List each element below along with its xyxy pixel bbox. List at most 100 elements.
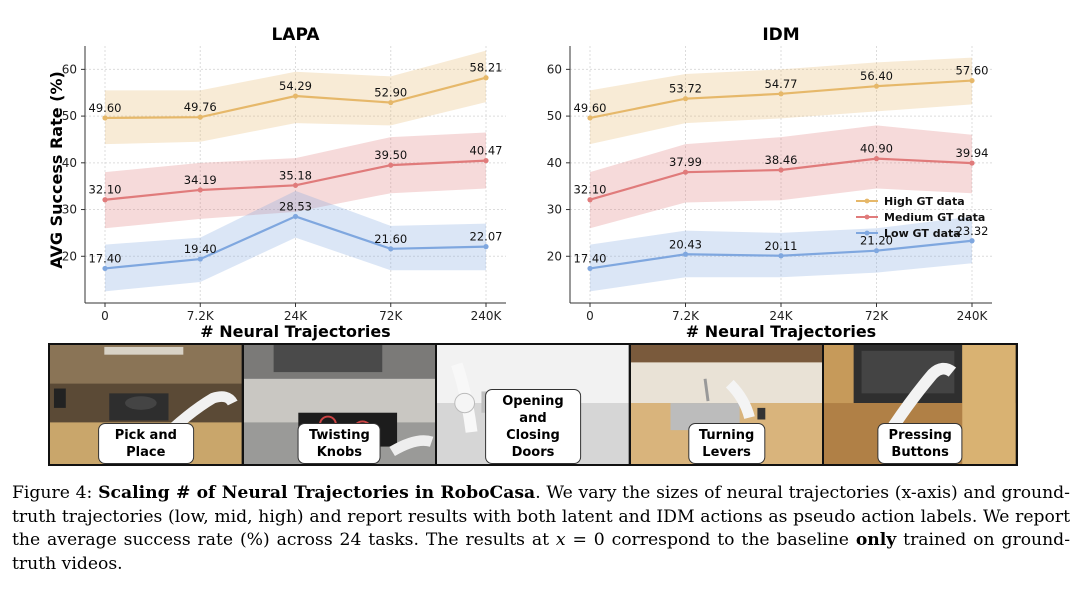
data-point (197, 187, 203, 193)
data-label: 53.72 (669, 82, 702, 96)
data-point (873, 248, 880, 254)
data-point (778, 253, 784, 259)
data-label: 17.40 (89, 251, 122, 265)
kitchen-scene-image (437, 345, 629, 464)
data-label: 34.19 (184, 173, 217, 187)
data-point (873, 83, 880, 89)
data-label: 32.10 (89, 183, 122, 197)
task-label: Turning Levers (687, 423, 766, 464)
caption-title: Scaling # of Neural Trajectories in Robo… (98, 483, 536, 503)
x-tick-label: 24K (769, 309, 793, 323)
confidence-band (590, 125, 972, 229)
data-label: 58.21 (470, 61, 503, 75)
data-point (682, 251, 689, 257)
task-panel-pick-and-place: Pick and Place (50, 345, 244, 464)
x-tick-label: 7.2K (187, 309, 215, 323)
chart-title: IDM (762, 25, 799, 45)
y-tick-label: 20 (547, 249, 562, 263)
x-tick-label: 240K (471, 309, 503, 323)
data-point (587, 115, 593, 121)
task-label: Pressing Buttons (877, 423, 963, 464)
task-panel-twisting-knobs: Twisting Knobs (243, 345, 438, 464)
caption-body-end: trained on ground-truth videos. (12, 530, 1070, 574)
data-label: 49.60 (574, 101, 607, 115)
legend-marker (864, 230, 870, 236)
data-label: 49.60 (89, 101, 122, 115)
confidence-band (105, 132, 486, 229)
y-tick-label: 60 (547, 62, 562, 76)
caption-math-rest: = 0 correspond to the baseline (565, 530, 856, 550)
data-label: 39.94 (956, 146, 989, 160)
data-label: 54.29 (279, 79, 312, 93)
data-point (388, 162, 394, 168)
task-label: Twisting Knobs (297, 423, 381, 464)
legend-label: Medium GT data (884, 211, 985, 224)
data-point (587, 265, 593, 272)
data-label: 21.20 (860, 234, 893, 248)
data-point (969, 238, 975, 244)
data-label: 20.11 (765, 239, 798, 253)
data-point (102, 115, 108, 121)
data-point (483, 244, 489, 250)
chart-title: LAPA (271, 25, 320, 45)
data-point (873, 156, 880, 162)
x-axis-label: # Neural Trajectories (686, 322, 876, 341)
x-axis-label: # Neural Trajectories (200, 322, 390, 341)
y-tick-label: 40 (62, 156, 77, 170)
caption-prefix: Figure 4: (12, 483, 99, 503)
y-tick-label: 20 (62, 249, 77, 263)
confidence-band (590, 57, 972, 145)
y-tick-label: 60 (62, 62, 77, 76)
y-tick-label: 50 (547, 109, 562, 123)
task-panel-opening-closing-doors: Opening and Closing Doors (437, 345, 631, 464)
data-label: 54.77 (765, 77, 798, 91)
figure-charts: AVG Success Rate (%) LAPA # Neural Trajec… (47, 25, 992, 341)
data-label: 20.43 (669, 237, 702, 251)
data-label: 57.60 (956, 64, 989, 78)
kitchen-scene-image (824, 345, 1016, 464)
data-point (682, 96, 689, 102)
data-point (292, 213, 299, 220)
data-label: 21.60 (374, 232, 407, 246)
data-point (102, 265, 108, 272)
x-tick-label: 0 (586, 309, 594, 323)
legend-marker (864, 214, 870, 220)
legend-label: Low GT data (884, 227, 961, 240)
data-label: 40.90 (860, 142, 893, 156)
x-tick-label: 72K (865, 309, 889, 323)
data-label: 39.50 (374, 148, 407, 162)
y-tick-label: 30 (62, 203, 77, 217)
legend-label: High GT data (884, 195, 965, 208)
data-point (483, 75, 489, 81)
x-tick-label: 240K (957, 309, 989, 323)
y-tick-label: 40 (547, 156, 562, 170)
data-point (778, 91, 784, 97)
data-point (388, 99, 394, 106)
x-tick-label: 0 (101, 309, 109, 323)
chart-idm: IDM # Neural Trajectories 0 7.2K 24K 72K 240K 2… (547, 25, 992, 341)
data-label: 22.07 (470, 230, 503, 244)
data-label: 23.32 (956, 224, 989, 238)
caption-body: . We vary the sizes of neural trajectori… (12, 483, 1070, 550)
task-label: Pick and Place (97, 423, 194, 464)
data-point (483, 158, 489, 164)
data-label: 49.76 (184, 100, 217, 114)
data-label: 56.40 (860, 69, 893, 83)
data-label: 28.53 (279, 199, 312, 213)
data-label: 37.99 (669, 155, 702, 169)
data-point (778, 167, 784, 173)
task-panel-turning-levers: Turning Levers (630, 345, 825, 464)
data-point (388, 246, 394, 252)
data-label: 17.40 (574, 251, 607, 265)
data-point (969, 160, 975, 166)
data-point (102, 197, 108, 203)
task-panel-pressing-buttons: Pressing Buttons (824, 345, 1016, 464)
y-axis-label: AVG Success Rate (%) (47, 71, 66, 269)
data-point (587, 197, 593, 203)
legend-marker (864, 198, 870, 204)
data-point (292, 93, 299, 99)
data-label: 32.10 (574, 183, 607, 197)
figure-caption: Figure 4: Scaling # of Neural Trajectori… (12, 482, 1070, 576)
data-point (292, 182, 299, 188)
kitchen-scene-image (50, 345, 242, 464)
